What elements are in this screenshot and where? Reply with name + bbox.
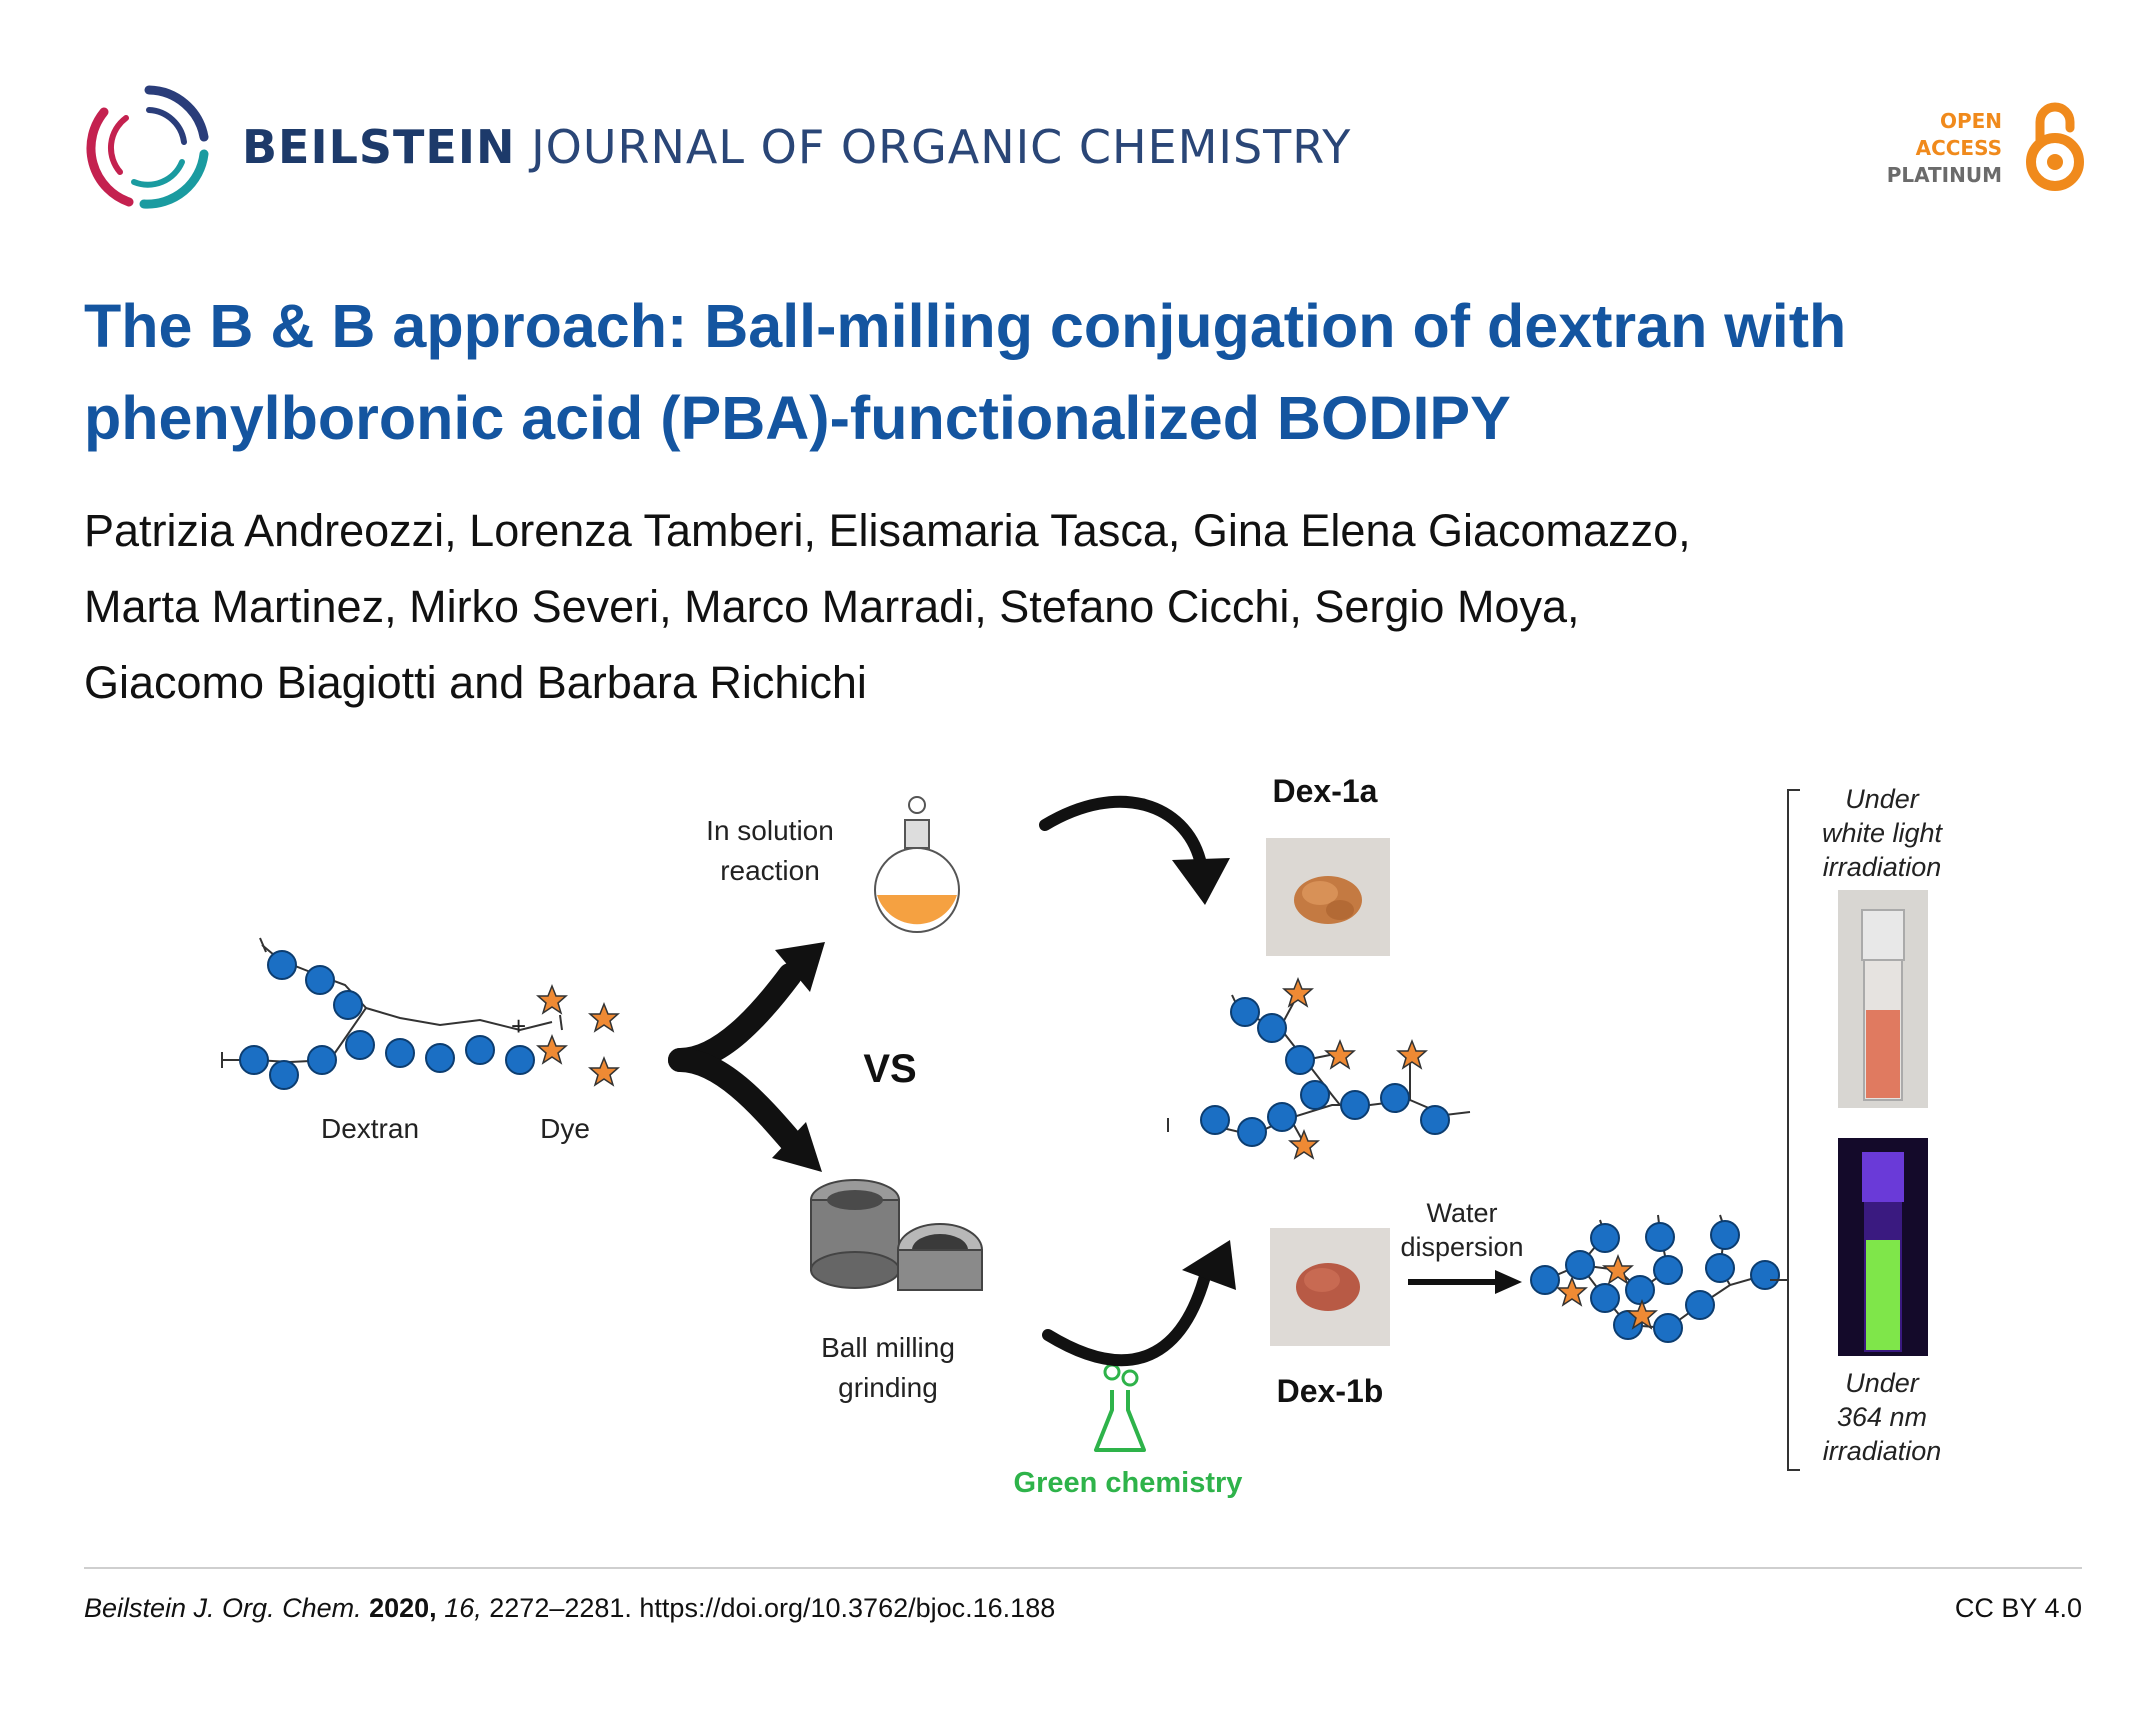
footer-divider [84,1567,2082,1569]
journal-logo-icon [86,85,209,209]
citation-journal: Beilstein J. Org. Chem. [84,1593,362,1623]
author-list: Patrizia Andreozzi, Lorenza Tamberi, Eli… [84,493,2084,721]
dextran-bead [269,1060,299,1090]
curved-arrow-top-icon [1039,795,1230,905]
journal-name-bold: BEILSTEIN [242,120,516,174]
open-access-text: OPEN ACCESS PLATINUM [1887,108,2002,189]
oa-line-open: OPEN [1939,109,2002,133]
round-bottom-flask-icon [874,796,960,933]
dex1a-powder-photo [1266,838,1390,956]
open-access-lock-icon [2026,102,2084,191]
authors-line-1: Patrizia Andreozzi, Lorenza Tamberi, Eli… [84,505,1691,556]
oa-line-platinum: PLATINUM [1886,163,2002,187]
plus-sign: + [511,1011,526,1041]
dextran-bead [333,990,363,1020]
split-arrow-icon [668,942,825,1172]
dextran-bead [505,1045,535,1075]
in-solution-label-line1: In solution [706,815,834,846]
dye-molecules [537,985,619,1086]
vs-label: VS [863,1047,916,1091]
green-flask-icon [1094,1363,1146,1452]
conjugate-molecule [1167,978,1471,1159]
dextran-bead [345,1030,375,1060]
water-dispersion-label-line1: Water [1426,1198,1497,1228]
white-light-label-line1: Under [1845,784,1920,814]
dextran-bead [267,950,297,980]
article-title: The B & B approach: Ball-milling conjuga… [84,292,1847,452]
oa-line-access: ACCESS [1915,136,2002,160]
water-dispersion-arrow-icon [1408,1270,1522,1294]
dextran-molecule [221,937,563,1090]
citation-year: 2020, [369,1593,437,1623]
cuvette-uv-photo [1838,1138,1928,1356]
white-light-label-line3: irradiation [1823,852,1942,882]
citation: Beilstein J. Org. Chem. 2020, 16, 2272–2… [84,1593,1055,1624]
journal-name-rest: JOURNAL OF ORGANIC CHEMISTRY [531,120,1352,174]
dextran-bead [425,1043,455,1073]
cuvette-white-light-photo [1838,890,1928,1108]
journal-name: BEILSTEIN JOURNAL OF ORGANIC CHEMISTRY [242,120,1351,174]
graphical-abstract: Dextran + Dye VS In solution reaction Ba… [221,773,1944,1499]
dextran-bead [239,1045,269,1075]
uv-label-line3: irradiation [1823,1436,1942,1466]
water-dispersion-label-line2: dispersion [1400,1232,1523,1262]
dex1b-powder-photo [1270,1228,1390,1346]
citation-doi-link[interactable]: 2272–2281. https://doi.org/10.3762/bjoc.… [489,1593,1056,1623]
license-label: CC BY 4.0 [1954,1593,2082,1623]
ball-milling-label-line2: grinding [838,1372,938,1403]
uv-label-line1: Under [1845,1368,1920,1398]
dextran-bead [305,965,335,995]
authors-line-2: Marta Martinez, Mirko Severi, Marco Marr… [84,581,1580,632]
ball-milling-jars-icon [810,1179,983,1291]
citation-volume: 16, [444,1593,482,1623]
nanoparticle-cluster [1530,1214,1780,1343]
dex1b-label: Dex-1b [1277,1373,1384,1409]
white-light-label-line2: white light [1822,818,1944,848]
curved-arrow-bottom-icon [1042,1240,1236,1367]
in-solution-label-line2: reaction [720,855,820,886]
authors-line-3: Giacomo Biagiotti and Barbara Richichi [84,657,867,708]
dextran-bead [307,1045,337,1075]
dextran-label: Dextran [321,1113,419,1144]
dextran-bead [385,1038,415,1068]
dex1a-label: Dex-1a [1273,773,1378,809]
dye-label: Dye [540,1113,590,1144]
green-chemistry-label: Green chemistry [1014,1467,1243,1499]
uv-label-line2: 364 nm [1837,1402,1927,1432]
cuvette-bracket [1770,789,1800,1471]
dextran-bead [465,1035,495,1065]
ball-milling-label-line1: Ball milling [821,1332,955,1363]
